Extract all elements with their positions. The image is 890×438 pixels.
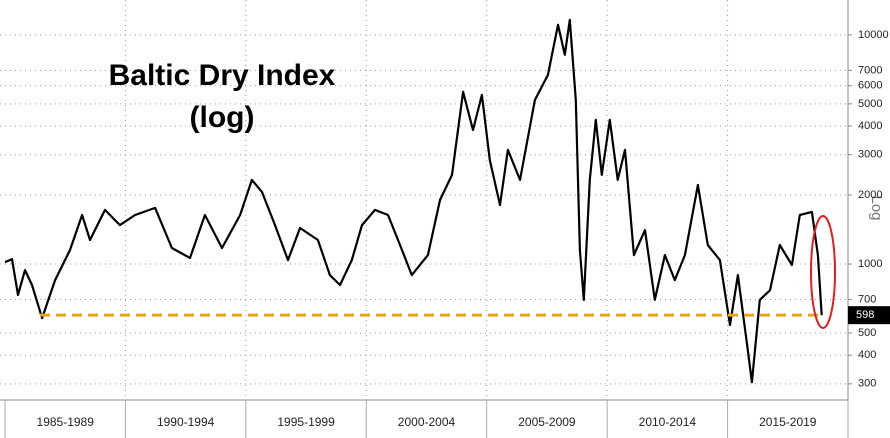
y-tick-label: 5000 xyxy=(858,98,882,110)
y-tick-label: 4000 xyxy=(858,120,882,132)
x-tick-label: 1985-1989 xyxy=(37,415,95,429)
chart-title: Baltic Dry Index xyxy=(109,59,336,92)
y-tick-label: 10000 xyxy=(858,29,889,41)
y-tick-label: 7000 xyxy=(858,64,882,76)
last-value-label: 598 xyxy=(856,309,874,321)
last-value-box xyxy=(848,306,890,325)
line-series xyxy=(4,18,823,384)
chart-subtitle: (log) xyxy=(190,101,255,134)
marks xyxy=(4,18,823,384)
x-tick-label: 1995-1999 xyxy=(277,415,335,429)
x-tick-label: 2010-2014 xyxy=(639,415,697,429)
y-tick-label: 3000 xyxy=(858,149,882,161)
x-tick-label: 2000-2004 xyxy=(398,415,456,429)
y-axis-label: Log xyxy=(868,195,885,220)
y-tick-label: 400 xyxy=(858,349,876,361)
x-tick-label: 1990-1994 xyxy=(157,415,215,429)
plot-area xyxy=(0,0,848,400)
y-tick-label: 300 xyxy=(858,378,876,390)
y-tick-label: 6000 xyxy=(858,80,882,92)
y-tick-label: 700 xyxy=(858,293,876,305)
y-tick-label: 500 xyxy=(858,327,876,339)
highlight-ellipse xyxy=(810,215,836,329)
x-tick-label: 2005-2009 xyxy=(518,415,576,429)
x-tick-label: 2015-2019 xyxy=(759,415,817,429)
y-tick-label: 2000 xyxy=(858,189,882,201)
y-tick-label: 1000 xyxy=(858,258,882,270)
